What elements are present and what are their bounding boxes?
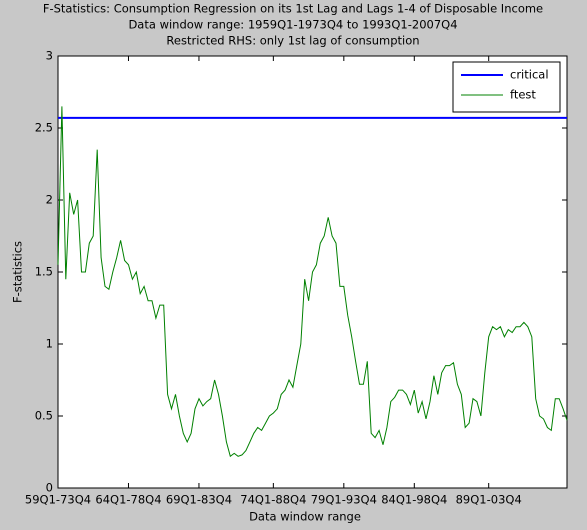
y-tick-label: 0 bbox=[46, 481, 53, 495]
legend-label: ftest bbox=[510, 88, 536, 102]
y-tick-label: 1 bbox=[46, 337, 53, 351]
y-tick-label: 2 bbox=[46, 193, 53, 207]
annotation: Restricted RHS: only 1st lag of consumpt… bbox=[166, 34, 419, 48]
x-tick-label: 74Q1-88Q4 bbox=[240, 493, 306, 507]
x-tick-label: 79Q1-93Q4 bbox=[311, 493, 377, 507]
x-axis-label: Data window range bbox=[249, 510, 361, 524]
y-tick-label: 2.5 bbox=[35, 121, 53, 135]
y-tick-label: 1.5 bbox=[35, 265, 53, 279]
x-tick-label: 84Q1-98Q4 bbox=[381, 493, 447, 507]
x-tick-label: 69Q1-83Q4 bbox=[166, 493, 232, 507]
y-tick-label: 0.5 bbox=[35, 409, 53, 423]
chart-subtitle: Data window range: 1959Q1-1973Q4 to 1993… bbox=[128, 18, 457, 32]
x-tick-label: 64Q1-78Q4 bbox=[95, 493, 161, 507]
y-axis-label: F-statistics bbox=[11, 241, 25, 303]
legend-label: critical bbox=[510, 68, 549, 82]
x-tick-label: 59Q1-73Q4 bbox=[25, 493, 91, 507]
x-tick-label: 89Q1-03Q4 bbox=[456, 493, 522, 507]
y-tick-label: 3 bbox=[46, 49, 53, 63]
legend-box bbox=[452, 61, 561, 113]
chart-title: F-Statistics: Consumption Regression on … bbox=[43, 2, 543, 16]
series-line bbox=[57, 106, 568, 458]
